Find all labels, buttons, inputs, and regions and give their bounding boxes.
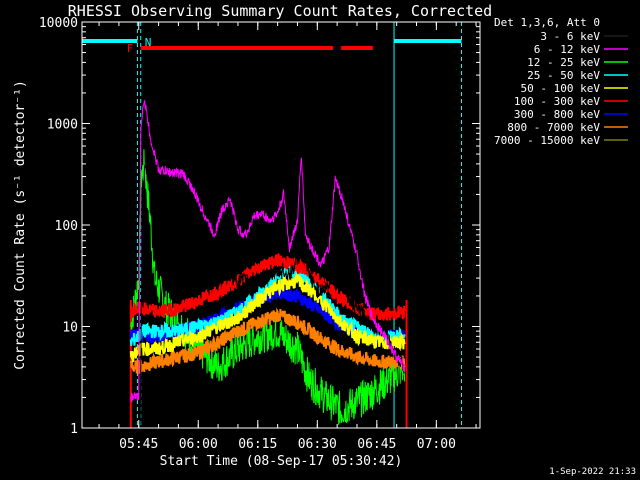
series-line-4 (129, 272, 406, 363)
axes-layer: 1 10 100 1000 10000 05:45 06:00 06:15 06:30 06:45… (39, 16, 480, 452)
x-axis-label: Start Time (08-Sep-17 05:30:42) (160, 454, 403, 469)
legend-label-5: 100 - 300 keV (514, 95, 600, 108)
y-tick-label-3: 1000 (47, 118, 78, 133)
y-tick-label-2: 100 (55, 219, 78, 234)
legend-label-8: 7000 - 15000 keV (494, 134, 600, 147)
legend-label-0: 3 - 6 keV (540, 30, 600, 43)
footer-timestamp: 1-Sep-2022 21:33 (549, 467, 636, 477)
legend-label-1: 6 - 12 keV (534, 43, 601, 56)
legend-label-2: 12 - 25 keV (527, 56, 600, 69)
night-label: N (145, 36, 152, 49)
y-tick-label-0: 1 (70, 422, 78, 437)
y-tick-label-4: 10000 (39, 16, 78, 31)
legend-label-4: 50 - 100 keV (521, 82, 601, 95)
legend-label-3: 25 - 50 keV (527, 69, 600, 82)
series-line-0 (139, 164, 405, 429)
series-line-1 (130, 100, 406, 403)
legend-header: Det 1,3,6, Att 0 (494, 16, 600, 29)
x-tick-label-1: 06:00 (179, 437, 218, 452)
x-tick-label-0: 05:45 (119, 437, 158, 452)
series-line-7 (129, 307, 406, 375)
x-tick-label-4: 06:45 (357, 437, 396, 452)
legend-label-7: 800 - 7000 keV (507, 121, 600, 134)
x-tick-label-3: 06:30 (298, 437, 337, 452)
legend-label-6: 300 - 800 keV (514, 108, 600, 121)
chart-title: RHESSI Observing Summary Count Rates, Co… (68, 2, 492, 20)
y-axis-label: Corrected Count Rate (s⁻¹ detector⁻¹) (13, 80, 28, 370)
x-tick-label-5: 07:00 (417, 437, 456, 452)
y-tick-label-1: 10 (62, 321, 78, 336)
x-tick-label-2: 06:15 (238, 437, 277, 452)
flare-label: F (127, 42, 134, 55)
series-layer (129, 100, 406, 429)
